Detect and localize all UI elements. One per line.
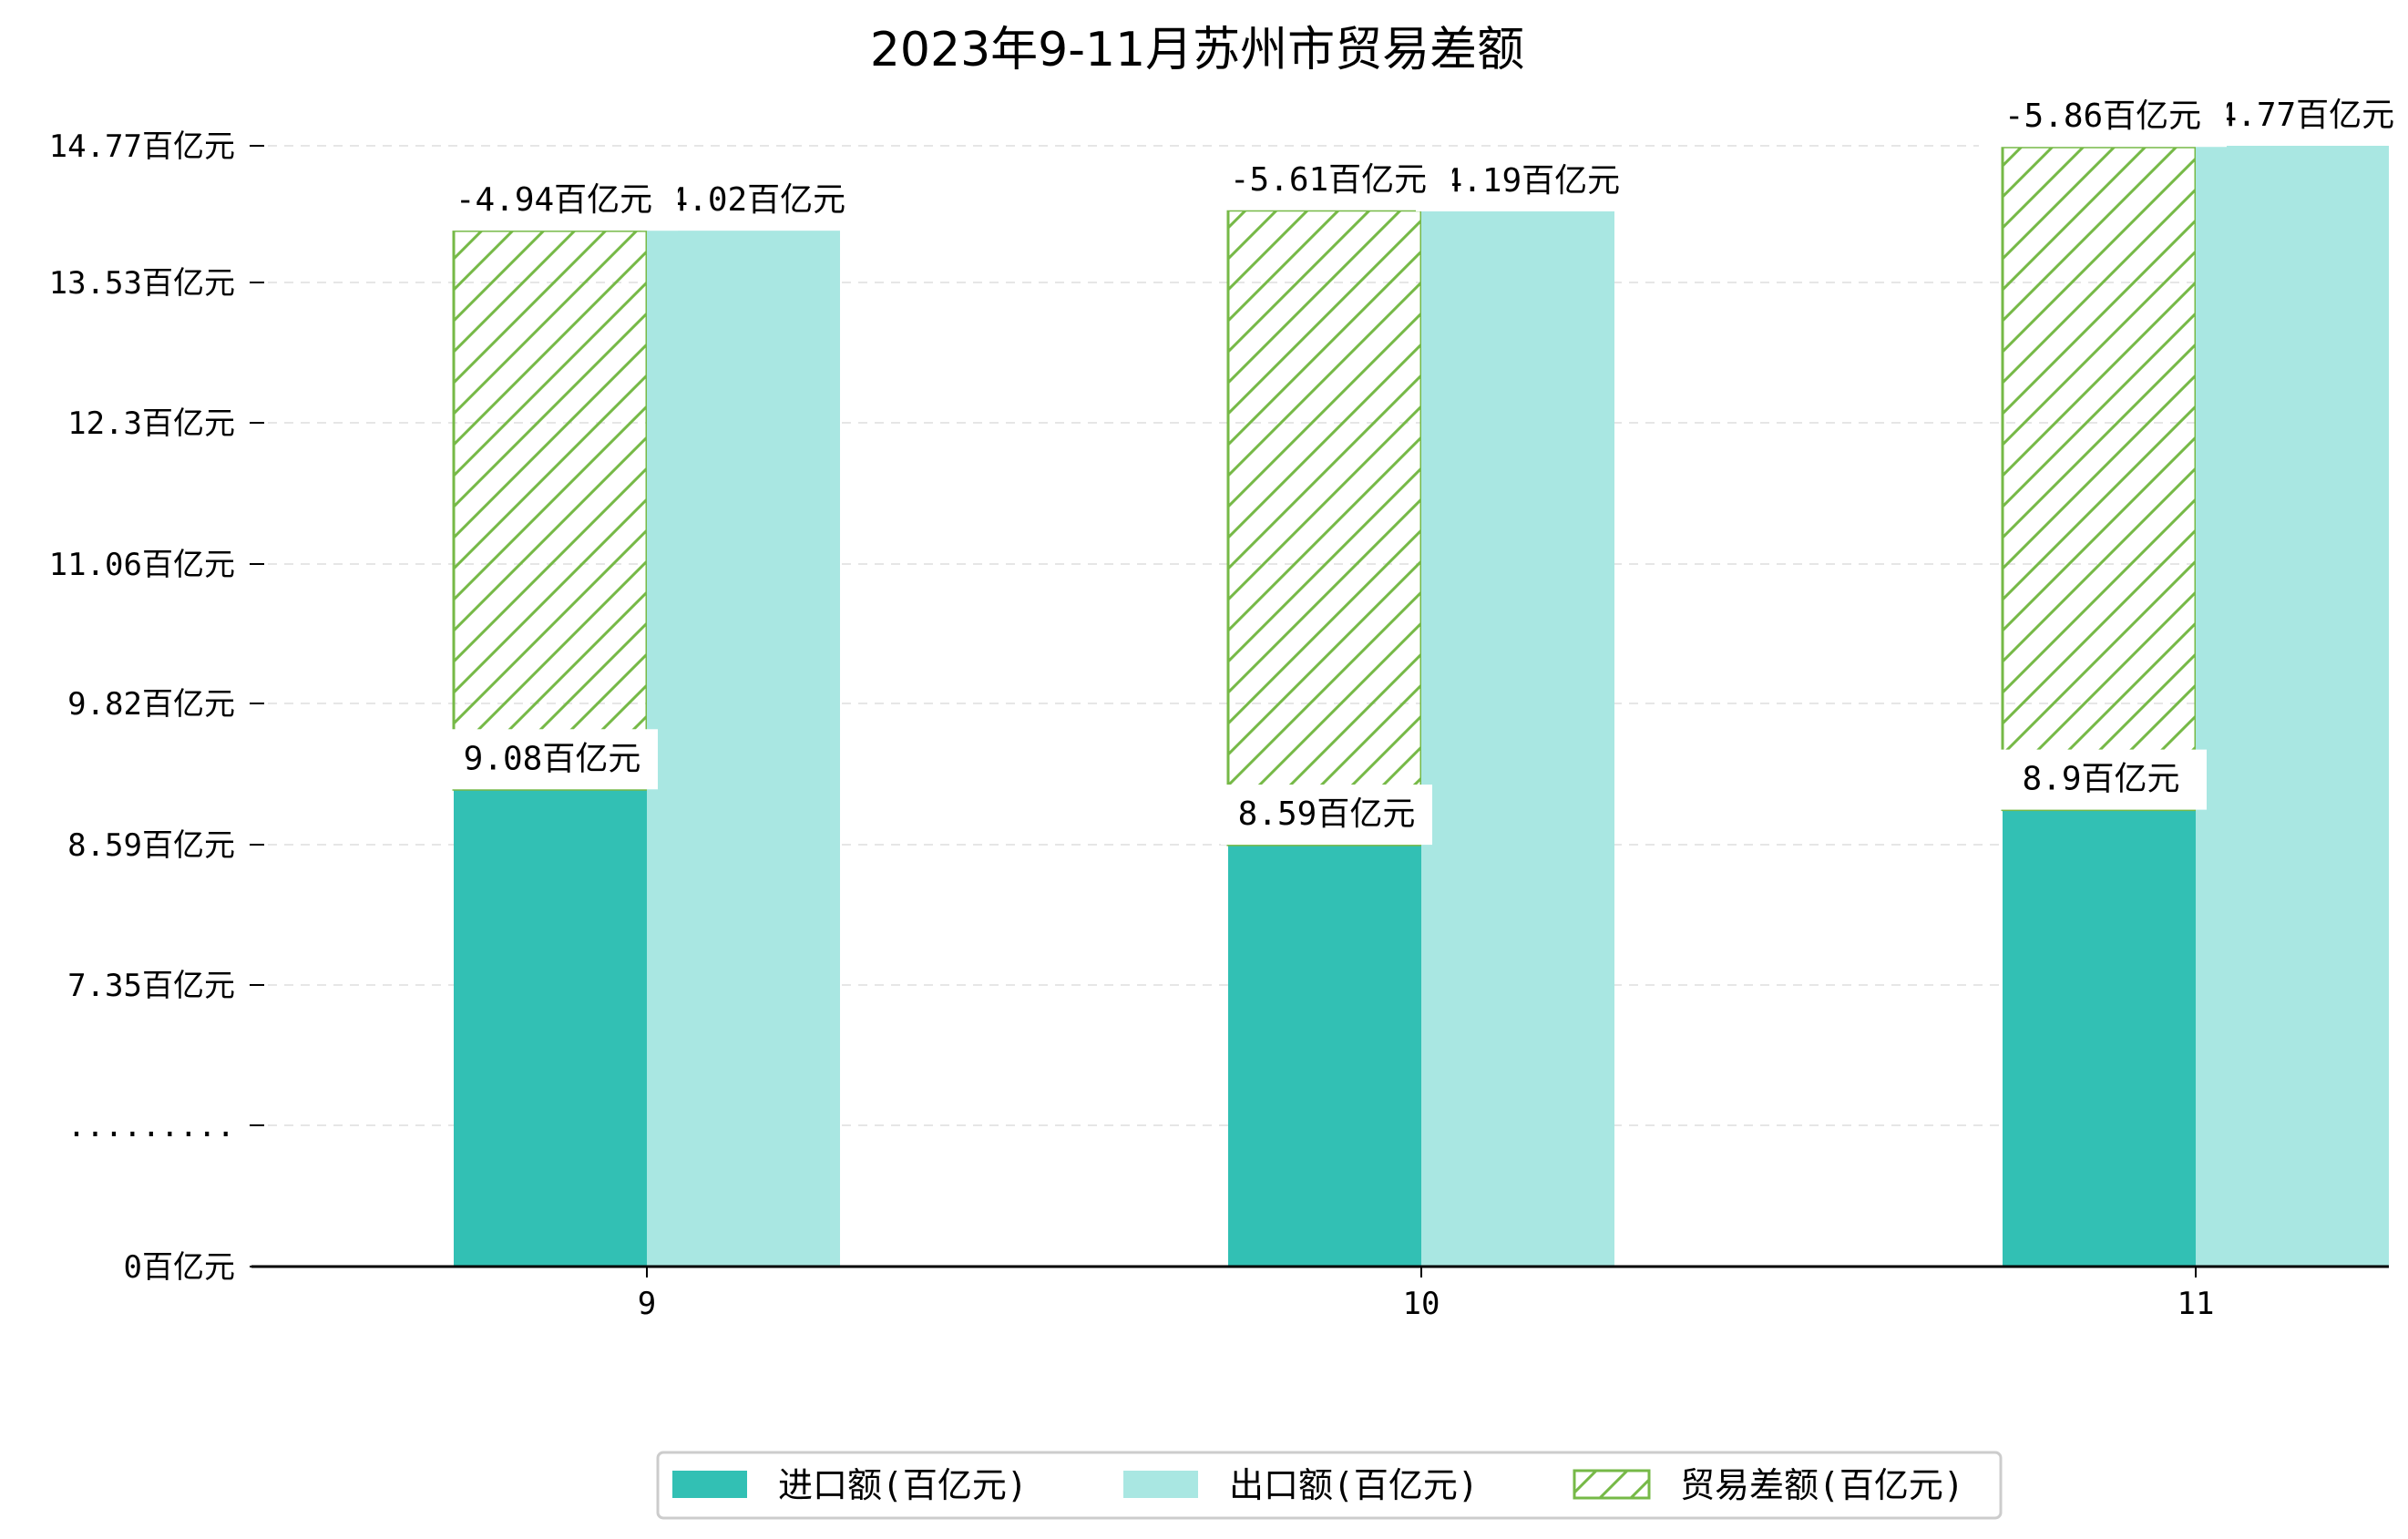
legend-swatch bbox=[672, 1471, 747, 1498]
data-label-bg bbox=[1204, 149, 1452, 210]
data-label: -5.61百亿元 bbox=[1204, 149, 1452, 210]
data-label: 8.9百亿元 bbox=[1995, 749, 2207, 810]
legend-item: 进口额(百亿元) bbox=[672, 1465, 1028, 1505]
legend-swatch bbox=[1123, 1471, 1198, 1498]
bar-export bbox=[1421, 210, 1614, 1267]
y-tick-label: 11.06百亿元 bbox=[49, 547, 235, 583]
data-labels: 14.02百亿元-4.94百亿元 9.08百亿元 14.19百亿元-5.61百亿元 8… bbox=[430, 86, 2402, 846]
legend-label: 出口额(百亿元) bbox=[1229, 1465, 1479, 1505]
legend-item: 贸易差额(百亿元) bbox=[1573, 1465, 1964, 1505]
x-tick-label: 9 bbox=[638, 1286, 656, 1322]
y-tick-label: 12.3百亿元 bbox=[67, 405, 235, 442]
data-label: -5.86百亿元 bbox=[1979, 87, 2227, 148]
bar-import bbox=[1228, 845, 1421, 1267]
bar-import bbox=[454, 789, 647, 1267]
data-label-bg bbox=[1221, 785, 1432, 846]
data-label-bg bbox=[1979, 87, 2227, 148]
y-tick-label: 13.53百亿元 bbox=[49, 265, 235, 302]
chart-title: 2023年9-11月苏州市贸易差额 bbox=[870, 23, 1524, 77]
data-label-text: 8.59百亿元 bbox=[1238, 795, 1416, 833]
bar-trade-balance bbox=[2001, 145, 2198, 812]
legend-item: 出口额(百亿元) bbox=[1123, 1465, 1479, 1505]
data-label-text: -4.94百亿元 bbox=[456, 181, 652, 219]
data-label-text: 14.19百亿元 bbox=[1423, 162, 1620, 200]
data-label-text: 14.77百亿元 bbox=[2198, 97, 2394, 134]
data-label: 8.59百亿元 bbox=[1221, 785, 1432, 846]
y-tick-label: 0百亿元 bbox=[124, 1249, 235, 1286]
bar-trade-balance bbox=[452, 229, 649, 791]
data-label: -4.94百亿元 bbox=[430, 170, 678, 231]
legend-label: 贸易差额(百亿元) bbox=[1680, 1465, 1964, 1505]
data-label-text: 8.9百亿元 bbox=[2022, 761, 2179, 798]
y-tick-label: ......... bbox=[67, 1108, 235, 1144]
bar-import bbox=[2003, 809, 2196, 1267]
bar-trade-balance bbox=[1226, 209, 1423, 846]
bar-export bbox=[2196, 146, 2389, 1267]
legend-swatch bbox=[1573, 1469, 1651, 1500]
data-label-text: 9.08百亿元 bbox=[464, 740, 641, 777]
x-tick-label: 10 bbox=[1403, 1286, 1440, 1322]
y-tick-label: 8.59百亿元 bbox=[67, 827, 235, 864]
data-label-text: -5.61百亿元 bbox=[1230, 161, 1427, 199]
y-tick-label: 9.82百亿元 bbox=[67, 686, 235, 723]
y-tick-label: 7.35百亿元 bbox=[67, 968, 235, 1004]
data-label-text: 14.02百亿元 bbox=[649, 181, 845, 219]
bar-export bbox=[647, 231, 840, 1267]
data-label-bg bbox=[446, 729, 658, 790]
y-axis: 0百亿元......... 7.35百亿元 8.59百亿元 9.82百亿元 11.06百… bbox=[49, 128, 264, 1286]
data-label-text: -5.86百亿元 bbox=[2004, 97, 2201, 135]
x-axis: 9 10 11 bbox=[638, 1267, 2215, 1322]
data-label: 9.08百亿元 bbox=[446, 729, 658, 790]
legend-frame bbox=[656, 1451, 2003, 1520]
data-label-bg bbox=[1995, 749, 2207, 810]
data-label-bg bbox=[430, 170, 678, 231]
y-tick-label: 14.77百亿元 bbox=[49, 128, 235, 165]
bars bbox=[452, 145, 2389, 1267]
x-tick-label: 11 bbox=[2177, 1286, 2215, 1322]
legend-label: 进口额(百亿元) bbox=[778, 1465, 1028, 1505]
legend: 进口额(百亿元) 出口额(百亿元) 贸易差额(百亿元) bbox=[656, 1451, 2003, 1520]
